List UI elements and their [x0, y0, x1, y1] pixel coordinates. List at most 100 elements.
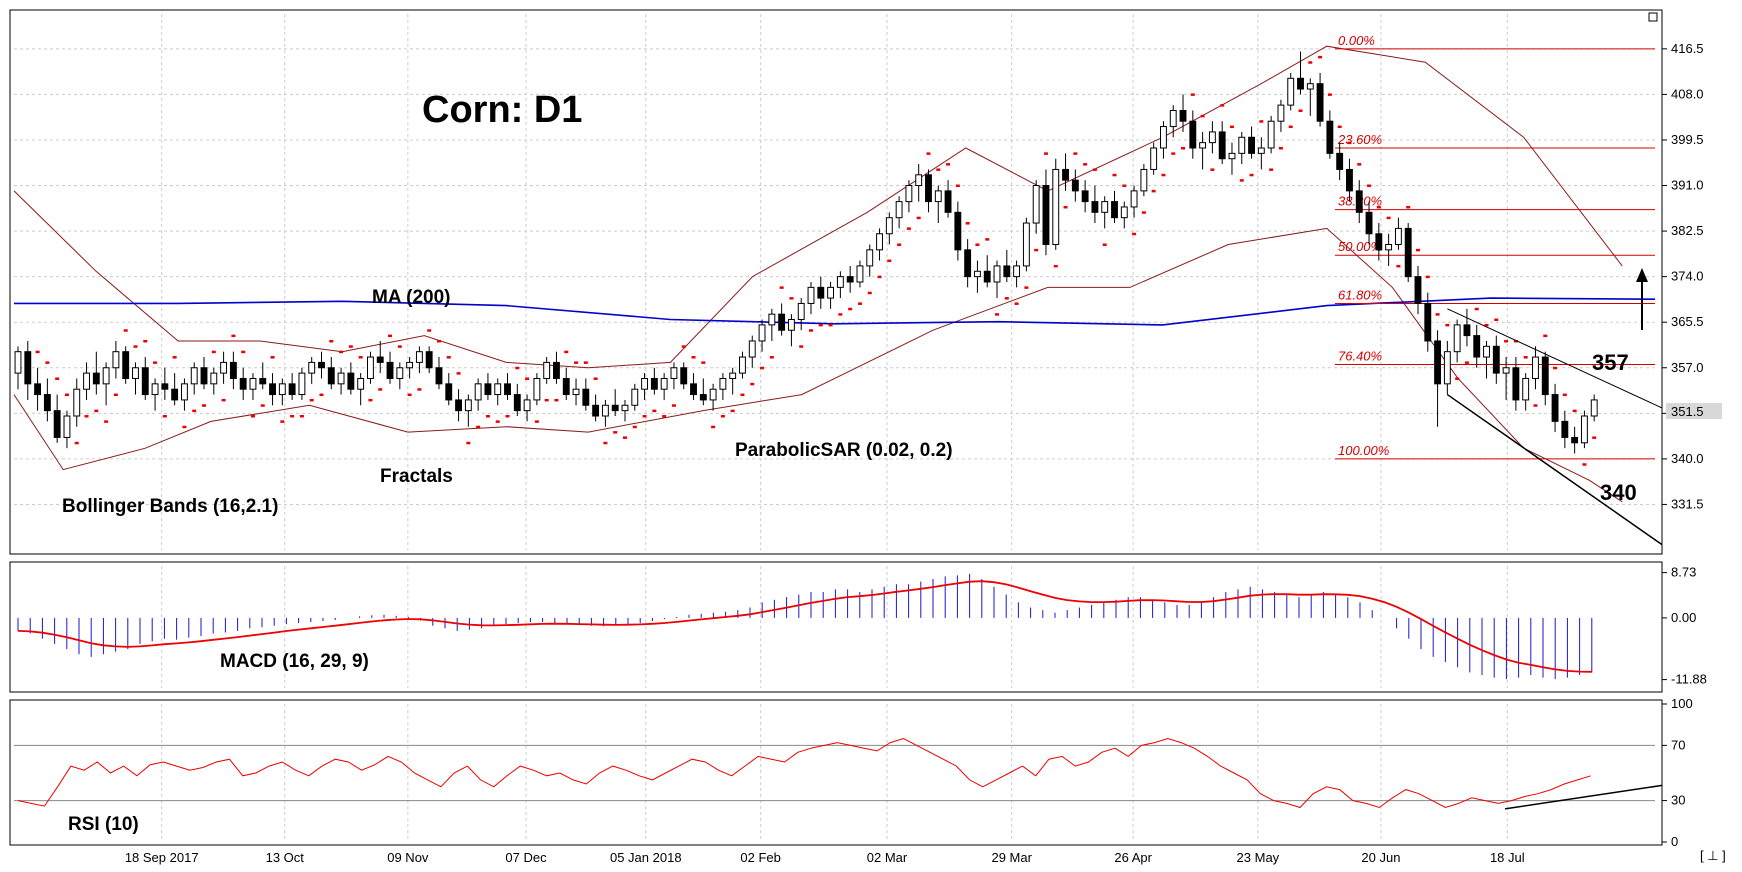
sar-dot — [241, 350, 246, 354]
candle-body — [1189, 120, 1197, 149]
sar-dot — [769, 356, 774, 359]
sar-dot — [84, 415, 89, 418]
sar-dot — [789, 297, 794, 300]
candle-body — [484, 383, 492, 396]
sar-dot — [946, 163, 951, 166]
sar-dot — [1572, 409, 1577, 413]
candle-body — [1590, 399, 1598, 417]
sar-dot — [965, 222, 970, 225]
sar-dot — [593, 377, 598, 380]
macd-tick-label: 8.73 — [1671, 565, 1696, 580]
candle-body — [944, 190, 952, 213]
sar-dot — [1034, 248, 1039, 252]
sar-dot — [143, 339, 148, 343]
price-tick-label: 408.0 — [1671, 86, 1704, 101]
sar-dot — [1415, 248, 1420, 252]
sar-dot — [1073, 152, 1078, 155]
sar-dot — [436, 339, 441, 343]
sar-dot — [1425, 275, 1430, 279]
sar-dot — [1102, 243, 1107, 246]
time-tick-label: 29 Mar — [991, 850, 1032, 865]
sar-dot — [916, 216, 921, 220]
candle-body — [406, 361, 414, 369]
sar-dot — [1504, 339, 1509, 343]
sar-dot — [162, 415, 167, 418]
candle-body — [220, 361, 228, 374]
candle-body — [719, 377, 727, 390]
sar-dot — [877, 275, 882, 279]
candle-body — [161, 383, 169, 390]
candle-body — [1042, 185, 1050, 245]
candle-body — [778, 313, 786, 331]
candle-body — [680, 367, 688, 385]
candle-body — [1316, 83, 1324, 122]
scroll-icon[interactable]: [ ⊥ ] — [1700, 848, 1726, 863]
resistance-label: 357 — [1592, 350, 1629, 375]
chart-title: Corn: D1 — [422, 89, 582, 131]
time-tick-label: 02 Feb — [740, 850, 780, 865]
sar-dot — [1063, 205, 1068, 209]
sar-dot — [1288, 125, 1293, 129]
candle-body — [415, 351, 423, 363]
candle-body — [993, 265, 1001, 283]
candle-body — [660, 377, 668, 390]
candle-body — [856, 265, 864, 283]
sar-dot — [828, 323, 833, 327]
candle-body — [876, 233, 883, 251]
candle-body — [1228, 152, 1236, 160]
price-panel — [9, 9, 1663, 555]
sar-dot — [123, 329, 128, 332]
candle-body — [1336, 152, 1344, 170]
candle-body — [298, 372, 306, 396]
candle-body — [621, 404, 629, 412]
sar-dot — [1406, 205, 1411, 209]
sar-dot — [94, 409, 99, 413]
sar-dot — [1484, 323, 1489, 327]
rsi-label: RSI (10) — [68, 814, 139, 835]
time-tick-label: 07 Dec — [505, 850, 547, 865]
candle-body — [1071, 179, 1079, 192]
candle-body — [1414, 276, 1422, 304]
sar-dot — [339, 350, 344, 354]
candle-body — [259, 377, 267, 385]
sar-dot — [358, 356, 363, 359]
candle-body — [866, 249, 874, 267]
candle-body — [53, 410, 61, 438]
sar-dot — [720, 415, 725, 418]
sar-dot — [1014, 302, 1019, 305]
candle-body — [1130, 190, 1138, 208]
candles — [14, 51, 1598, 454]
time-tick-label: 09 Nov — [387, 850, 429, 865]
sar-dot — [1327, 93, 1332, 96]
fib-label: 23.60% — [1337, 132, 1382, 147]
sar-dot — [779, 286, 784, 289]
grid-lines — [14, 14, 1655, 842]
price-tick-label: 391.0 — [1671, 178, 1704, 193]
ma-label: MA (200) — [372, 287, 450, 308]
fib-label: 76.40% — [1338, 349, 1382, 364]
sar-dot — [55, 377, 60, 380]
candle-body — [553, 361, 560, 379]
candle-body — [132, 367, 139, 379]
candle-body — [1492, 345, 1500, 374]
candle-body — [1208, 131, 1216, 144]
candle-body — [63, 415, 71, 438]
sar-dot — [211, 350, 216, 354]
candle-body — [846, 276, 854, 283]
candle-body — [954, 211, 962, 251]
price-tick-label: 340.0 — [1671, 451, 1704, 466]
sar-dot — [1298, 109, 1303, 112]
bollinger-upper — [13, 45, 1623, 369]
resistance-trendline — [1447, 308, 1663, 409]
candle-body — [641, 377, 649, 390]
candle-body — [1541, 356, 1549, 396]
candle-body — [386, 361, 394, 379]
time-tick-label: 02 Mar — [867, 850, 908, 865]
sar-dot — [975, 243, 980, 246]
maximize-icon[interactable] — [1648, 12, 1658, 22]
sar-dot — [1249, 173, 1254, 177]
sar-dot — [985, 238, 990, 241]
sar-dot — [936, 168, 941, 171]
candle-body — [1022, 222, 1030, 267]
